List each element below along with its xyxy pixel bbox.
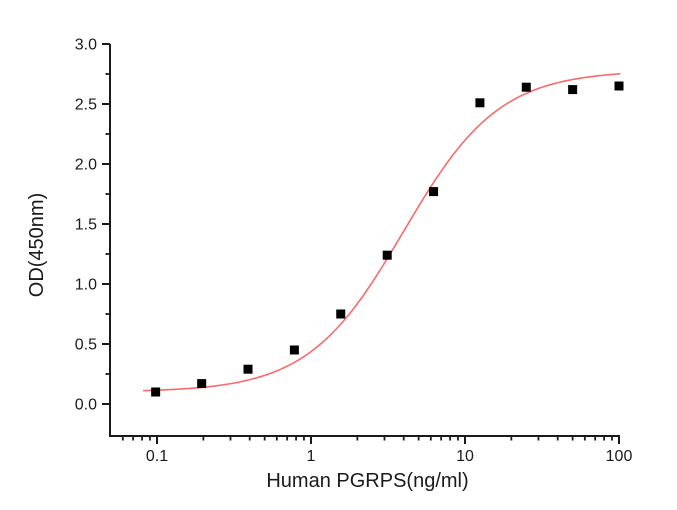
data-point [429, 187, 439, 197]
data-point [614, 81, 624, 91]
data-point [197, 379, 207, 389]
y-axis-title: OD(450nm) [26, 192, 48, 298]
y-tick-label: 3.0 [75, 37, 97, 54]
y-tick-label: 2.5 [75, 97, 97, 114]
fit-curve [142, 73, 621, 392]
y-tick-label: 2.0 [75, 157, 97, 174]
x-tick-label: 10 [456, 448, 474, 465]
y-tick-label: 1.0 [75, 277, 97, 294]
data-point [475, 98, 485, 108]
data-point [568, 85, 578, 95]
x-tick-label: 1 [307, 448, 316, 465]
y-tick-label: 0.0 [75, 397, 97, 414]
x-axis-title: Human PGRPS(ng/ml) [266, 470, 469, 492]
data-point [243, 364, 253, 374]
data-point [521, 82, 531, 92]
x-tick-label: 100 [606, 448, 633, 465]
data-point [151, 387, 161, 397]
data-point [382, 250, 392, 260]
data-point [289, 345, 299, 355]
y-tick-label: 1.5 [75, 217, 97, 234]
y-tick-label: 0.5 [75, 337, 97, 354]
x-tick-label: 0.1 [146, 448, 168, 465]
data-point [336, 309, 346, 319]
